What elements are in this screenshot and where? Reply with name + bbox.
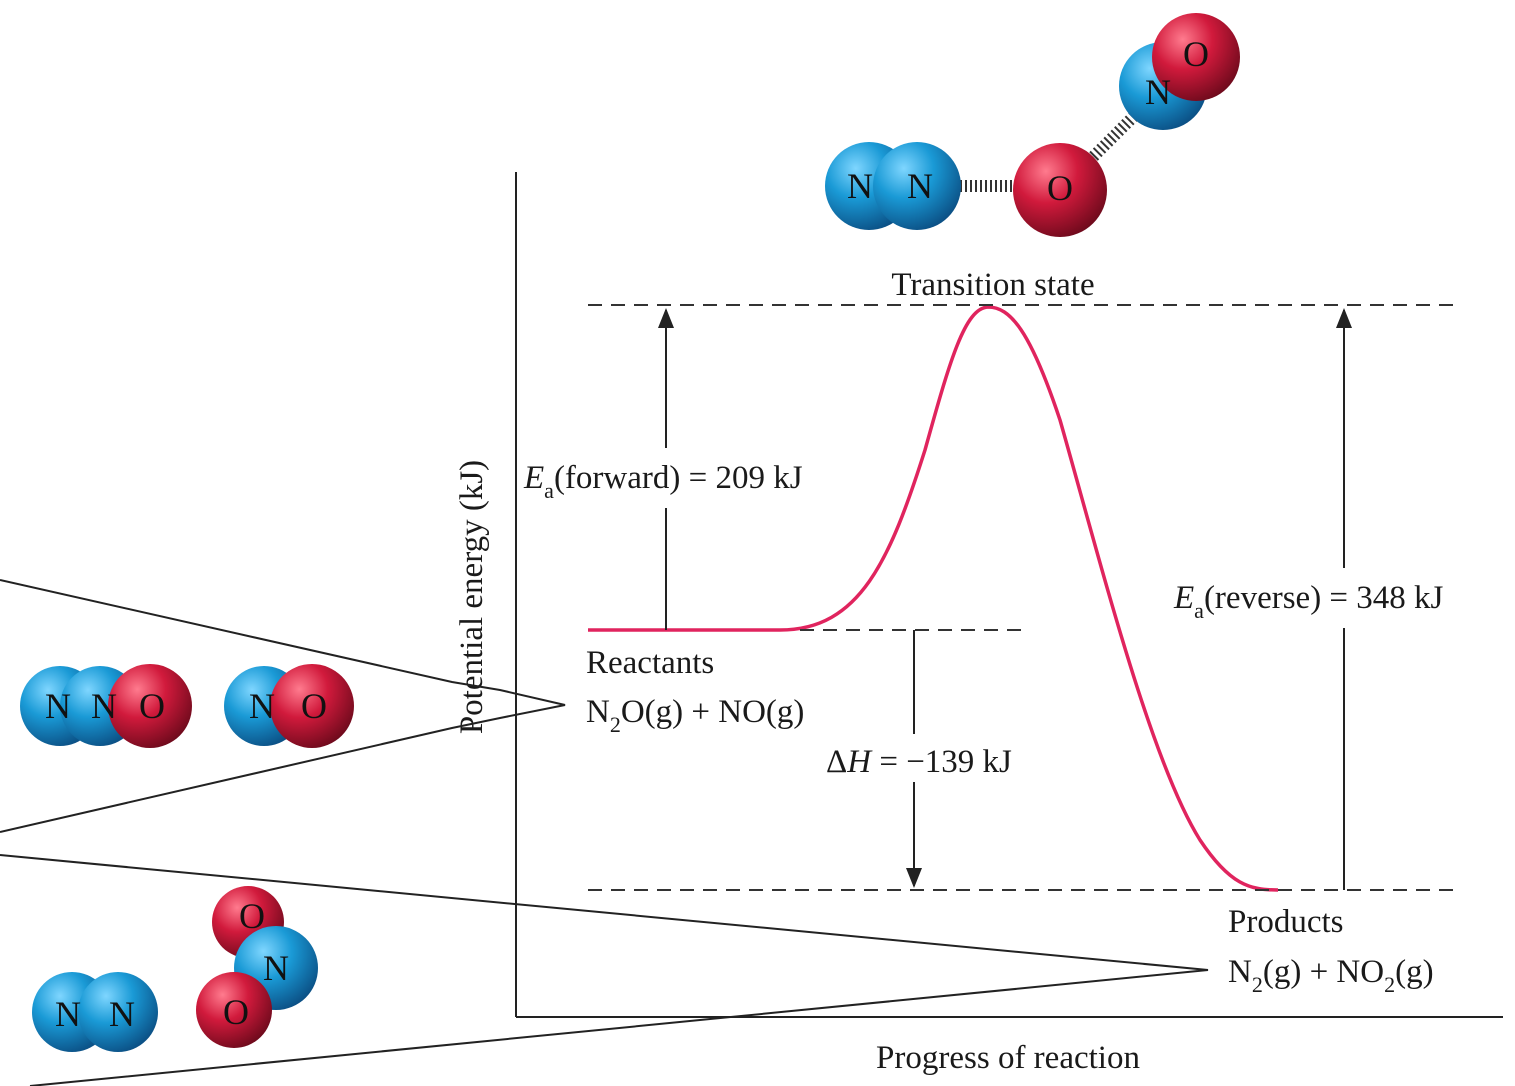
transition-state-molecule: N N O N O [825,13,1240,237]
products-callout [0,854,1209,1086]
atom-label: N [91,686,117,726]
transition-state-label: Transition state [891,267,1094,303]
reactants-formula: N2O(g) + NO(g) [586,694,804,737]
atom-label: O [223,992,249,1032]
atom-label: O [1183,34,1209,74]
enthalpy-change: ΔH = −139 kJ [826,744,1012,780]
atom-label: O [1047,168,1073,208]
x-axis-label: Progress of reaction [876,1040,1140,1076]
reverse-activation-energy: Ea(reverse) = 348 kJ [1173,580,1444,623]
product-molecules: N N O N O [32,886,318,1052]
forward-activation-energy: Ea(forward) = 209 kJ [523,460,803,503]
atom-label: O [301,686,327,726]
atom-label: N [907,166,933,206]
atom-label: N [263,948,289,988]
y-axis-label: Potential energy (kJ) [454,460,490,734]
reactant-molecules: N N O N O [20,664,354,748]
energy-curve [588,305,1279,892]
atom-label: N [45,686,71,726]
atom-label: N [109,994,135,1034]
atom-label: N [249,686,275,726]
atom-label: N [1145,72,1171,112]
reactants-callout [0,579,566,833]
reactants-label: Reactants [586,645,714,681]
atom-label: N [847,166,873,206]
atom-label: O [239,896,265,936]
atom-label: N [55,994,81,1034]
atom-label: O [139,686,165,726]
products-formula: N2(g) + NO2(g) [1228,954,1434,997]
products-label: Products [1228,904,1344,940]
